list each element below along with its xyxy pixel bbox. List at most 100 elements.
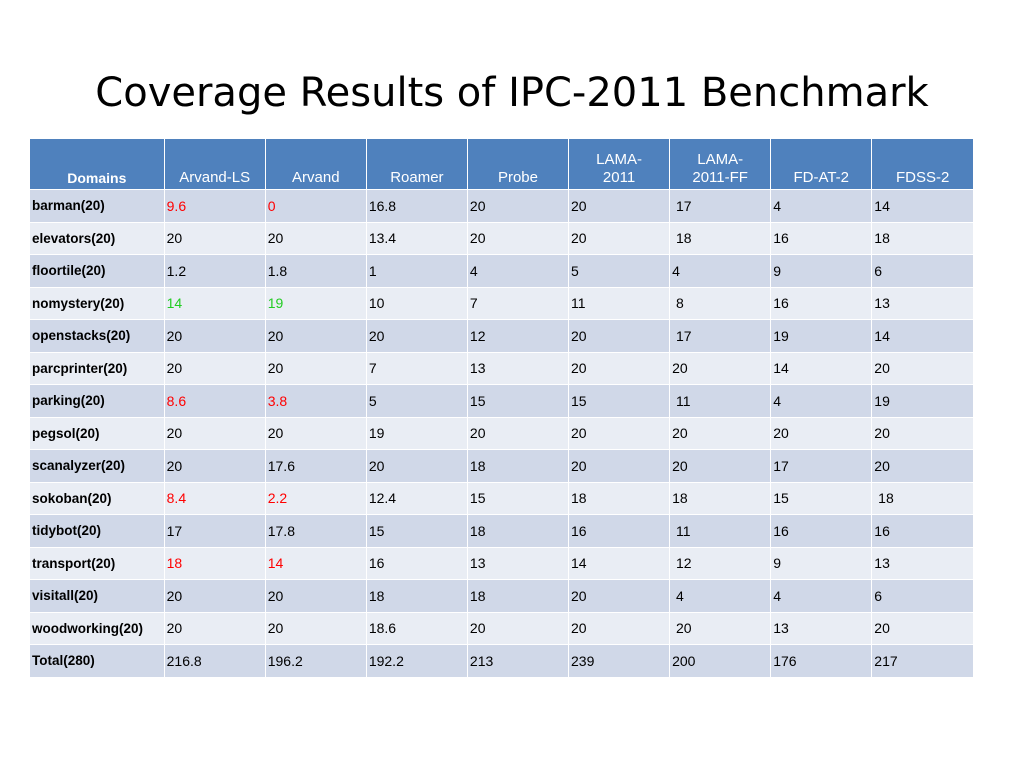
table-row: transport(20) 18 14 16 13 14 12 9 13 xyxy=(30,546,973,580)
table-row: parcprinter(20) 20 20 7 13 20 20 14 20 xyxy=(30,351,973,385)
table-body: barman(20) 9.6 0 16.8 20 20 17 4 14 elevators(20… xyxy=(30,189,973,677)
value-cell: 17.8 xyxy=(265,514,367,547)
domain-cell: barman(20) xyxy=(30,189,165,222)
value-cell: 13 xyxy=(467,546,570,580)
value-cell: 17 xyxy=(669,189,772,222)
value-cell: 19 xyxy=(265,286,367,320)
value-cell: 3.8 xyxy=(265,384,367,417)
column-header-probe: Probe xyxy=(467,139,570,190)
table-row: tidybot(20) 17 17.8 15 18 16 11 16 16 xyxy=(30,514,973,547)
value-cell: 18 xyxy=(871,221,973,255)
value-cell: 20 xyxy=(265,319,367,352)
value-cell: 19 xyxy=(871,384,973,417)
value-cell: 4 xyxy=(770,384,873,417)
value-cell: 9 xyxy=(770,546,873,580)
domain-cell: sokoban(20) xyxy=(30,481,165,515)
value-cell: 11 xyxy=(568,286,671,320)
value-cell: 18 xyxy=(164,546,266,580)
value-cell: 20 xyxy=(871,449,973,482)
value-cell: 20 xyxy=(568,579,671,612)
value-cell: 9 xyxy=(770,254,873,287)
column-header-lama-2011: LAMA- 2011 xyxy=(568,139,671,190)
value-cell: 213 xyxy=(467,644,570,677)
value-cell: 14 xyxy=(164,286,266,320)
value-cell: 20 xyxy=(871,351,973,385)
value-cell: 196.2 xyxy=(265,644,367,677)
value-cell: 15 xyxy=(366,514,468,547)
value-cell: 11 xyxy=(669,514,772,547)
value-cell: 15 xyxy=(770,481,873,515)
value-cell: 239 xyxy=(568,644,671,677)
domain-cell: visitall(20) xyxy=(30,579,165,612)
value-cell: 18.6 xyxy=(366,611,468,645)
column-header-arvand: Arvand xyxy=(265,139,367,190)
value-cell: 20 xyxy=(568,319,671,352)
value-cell: 18 xyxy=(568,481,671,515)
value-cell: 5 xyxy=(366,384,468,417)
value-cell: 14 xyxy=(568,546,671,580)
table-row: elevators(20) 20 20 13.4 20 20 18 16 18 xyxy=(30,221,973,255)
value-cell: 6 xyxy=(871,254,973,287)
domain-cell: woodworking(20) xyxy=(30,611,165,645)
value-cell: 20 xyxy=(164,611,266,645)
value-cell: 14 xyxy=(871,189,973,222)
value-cell: 13.4 xyxy=(366,221,468,255)
domain-cell: elevators(20) xyxy=(30,221,165,255)
value-cell: 7 xyxy=(467,286,570,320)
domain-cell: openstacks(20) xyxy=(30,319,165,352)
value-cell: 20 xyxy=(265,579,367,612)
value-cell: 2.2 xyxy=(265,481,367,515)
domain-cell: pegsol(20) xyxy=(30,416,165,450)
value-cell: 17 xyxy=(669,319,772,352)
value-cell: 18 xyxy=(467,449,570,482)
value-cell: 176 xyxy=(770,644,873,677)
value-cell: 18 xyxy=(467,514,570,547)
value-cell: 12.4 xyxy=(366,481,468,515)
value-cell: 192.2 xyxy=(366,644,468,677)
value-cell: 19 xyxy=(770,319,873,352)
value-cell: 5 xyxy=(568,254,671,287)
value-cell: 20 xyxy=(164,319,266,352)
value-cell: 20 xyxy=(467,416,570,450)
value-cell: 4 xyxy=(467,254,570,287)
value-cell: 14 xyxy=(265,546,367,580)
value-cell: 20 xyxy=(568,416,671,450)
table-row: nomystery(20) 14 19 10 7 11 8 16 13 xyxy=(30,286,973,320)
domain-cell: parcprinter(20) xyxy=(30,351,165,385)
value-cell: 20 xyxy=(164,416,266,450)
value-cell: 18 xyxy=(669,221,772,255)
value-cell: 20 xyxy=(265,416,367,450)
table-row: pegsol(20) 20 20 19 20 20 20 20 20 xyxy=(30,416,973,450)
value-cell: 200 xyxy=(669,644,772,677)
table-row: scanalyzer(20) 20 17.6 20 18 20 20 17 20 xyxy=(30,449,973,482)
column-header-lama-2011-ff: LAMA- 2011-FF xyxy=(669,139,772,190)
value-cell: 8 xyxy=(669,286,772,320)
value-cell: 0 xyxy=(265,189,367,222)
value-cell: 12 xyxy=(467,319,570,352)
value-cell: 20 xyxy=(669,449,772,482)
value-cell: 20 xyxy=(568,611,671,645)
value-cell: 20 xyxy=(164,351,266,385)
value-cell: 15 xyxy=(467,481,570,515)
value-cell: 20 xyxy=(568,189,671,222)
table-row: parking(20) 8.6 3.8 5 15 15 11 4 19 xyxy=(30,384,973,417)
domain-cell: parking(20) xyxy=(30,384,165,417)
value-cell: 20 xyxy=(568,221,671,255)
value-cell: 14 xyxy=(770,351,873,385)
value-cell: 17.6 xyxy=(265,449,367,482)
value-cell: 20 xyxy=(467,221,570,255)
value-cell: 13 xyxy=(871,546,973,580)
value-cell: 8.4 xyxy=(164,481,266,515)
value-cell: 1.8 xyxy=(265,254,367,287)
value-cell: 9.6 xyxy=(164,189,266,222)
value-cell: 4 xyxy=(770,579,873,612)
value-cell: 17 xyxy=(770,449,873,482)
value-cell: 20 xyxy=(669,416,772,450)
domain-cell: scanalyzer(20) xyxy=(30,449,165,482)
value-cell: 20 xyxy=(366,319,468,352)
table-row: Total(280) 216.8 196.2 192.2 213 239 200 176 217 xyxy=(30,644,973,677)
value-cell: 20 xyxy=(871,611,973,645)
value-cell: 20 xyxy=(568,449,671,482)
results-table: Domains Arvand-LS Arvand Roamer Probe LAMA- 2… xyxy=(30,139,973,677)
